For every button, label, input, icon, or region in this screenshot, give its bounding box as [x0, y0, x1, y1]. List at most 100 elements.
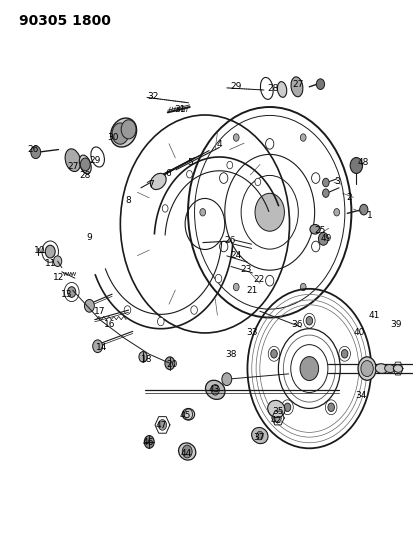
- Ellipse shape: [277, 82, 286, 98]
- Ellipse shape: [267, 400, 284, 417]
- Circle shape: [274, 414, 280, 422]
- Text: 42: 42: [270, 416, 281, 425]
- Text: 30: 30: [107, 133, 119, 142]
- Text: 9: 9: [86, 233, 92, 242]
- Text: 48: 48: [356, 158, 368, 167]
- Text: 13: 13: [61, 289, 72, 298]
- Circle shape: [31, 146, 40, 159]
- Text: 49: 49: [320, 235, 332, 244]
- Circle shape: [318, 232, 328, 245]
- Circle shape: [360, 361, 373, 376]
- Text: 37: 37: [252, 433, 263, 442]
- Text: 44: 44: [180, 449, 192, 458]
- Circle shape: [299, 134, 305, 141]
- Circle shape: [265, 139, 273, 149]
- Text: 29: 29: [230, 82, 241, 91]
- Text: 18: 18: [141, 355, 152, 364]
- Text: 4: 4: [216, 140, 222, 149]
- Circle shape: [139, 352, 147, 362]
- Circle shape: [256, 431, 263, 440]
- Circle shape: [93, 340, 102, 353]
- Circle shape: [311, 173, 319, 183]
- Ellipse shape: [79, 155, 91, 174]
- Circle shape: [112, 123, 128, 144]
- Text: 46: 46: [142, 439, 154, 448]
- Circle shape: [283, 403, 290, 411]
- Text: 3: 3: [333, 177, 339, 186]
- Text: 38: 38: [225, 350, 236, 359]
- Text: 28: 28: [79, 171, 91, 180]
- Circle shape: [265, 276, 273, 286]
- Circle shape: [186, 171, 192, 178]
- Text: 8: 8: [126, 196, 131, 205]
- Text: 21: 21: [246, 286, 257, 295]
- Circle shape: [349, 158, 362, 173]
- Text: 39: 39: [389, 320, 401, 329]
- Circle shape: [254, 193, 284, 231]
- Text: 28: 28: [267, 84, 278, 93]
- Ellipse shape: [65, 149, 81, 172]
- Circle shape: [299, 357, 318, 381]
- Circle shape: [333, 208, 339, 216]
- Text: 5: 5: [187, 158, 193, 167]
- Text: 47: 47: [155, 422, 166, 431]
- Text: 1: 1: [366, 212, 372, 221]
- Ellipse shape: [290, 77, 302, 97]
- Text: 34: 34: [354, 391, 365, 400]
- Text: 6: 6: [164, 169, 170, 178]
- Circle shape: [158, 419, 166, 430]
- Text: 36: 36: [290, 320, 302, 329]
- Text: 31: 31: [174, 105, 185, 114]
- Text: 2: 2: [346, 193, 351, 202]
- Text: 11: 11: [44, 260, 56, 268]
- Circle shape: [84, 300, 94, 312]
- Text: 10: 10: [34, 246, 45, 255]
- Ellipse shape: [110, 118, 136, 147]
- Text: 12: 12: [52, 273, 64, 281]
- Circle shape: [357, 357, 375, 380]
- Circle shape: [305, 317, 312, 325]
- Text: 35: 35: [272, 407, 283, 416]
- Circle shape: [190, 306, 197, 314]
- Text: 29: 29: [89, 156, 100, 165]
- Circle shape: [341, 350, 347, 358]
- Text: 23: 23: [240, 265, 251, 273]
- Text: 26: 26: [27, 145, 38, 154]
- Ellipse shape: [375, 364, 387, 374]
- Text: 24: 24: [230, 252, 241, 260]
- Circle shape: [182, 445, 192, 458]
- Text: 43: 43: [208, 385, 220, 394]
- Text: 40: 40: [353, 328, 364, 337]
- Text: 17: 17: [94, 307, 105, 316]
- Circle shape: [226, 161, 232, 169]
- Text: 7: 7: [148, 180, 154, 189]
- Circle shape: [45, 245, 55, 258]
- Text: 33: 33: [246, 328, 258, 337]
- Circle shape: [162, 205, 168, 212]
- Circle shape: [164, 357, 174, 369]
- Circle shape: [211, 384, 219, 395]
- Ellipse shape: [309, 224, 320, 234]
- Circle shape: [53, 256, 62, 266]
- Circle shape: [322, 178, 328, 187]
- Ellipse shape: [182, 408, 194, 420]
- Circle shape: [219, 173, 227, 183]
- Ellipse shape: [150, 173, 166, 190]
- Circle shape: [233, 284, 239, 290]
- Text: 32: 32: [147, 92, 158, 101]
- Circle shape: [67, 287, 76, 297]
- Circle shape: [124, 306, 131, 314]
- Circle shape: [254, 178, 260, 185]
- Text: 45: 45: [179, 411, 191, 420]
- Text: 26: 26: [223, 237, 235, 246]
- Text: 90305 1800: 90305 1800: [19, 14, 111, 28]
- Circle shape: [219, 241, 227, 252]
- Ellipse shape: [251, 427, 267, 443]
- Text: 20: 20: [166, 360, 177, 369]
- Circle shape: [199, 208, 205, 216]
- Circle shape: [311, 241, 319, 252]
- Circle shape: [221, 373, 231, 385]
- Circle shape: [327, 403, 334, 411]
- Circle shape: [215, 274, 221, 283]
- Circle shape: [322, 189, 328, 197]
